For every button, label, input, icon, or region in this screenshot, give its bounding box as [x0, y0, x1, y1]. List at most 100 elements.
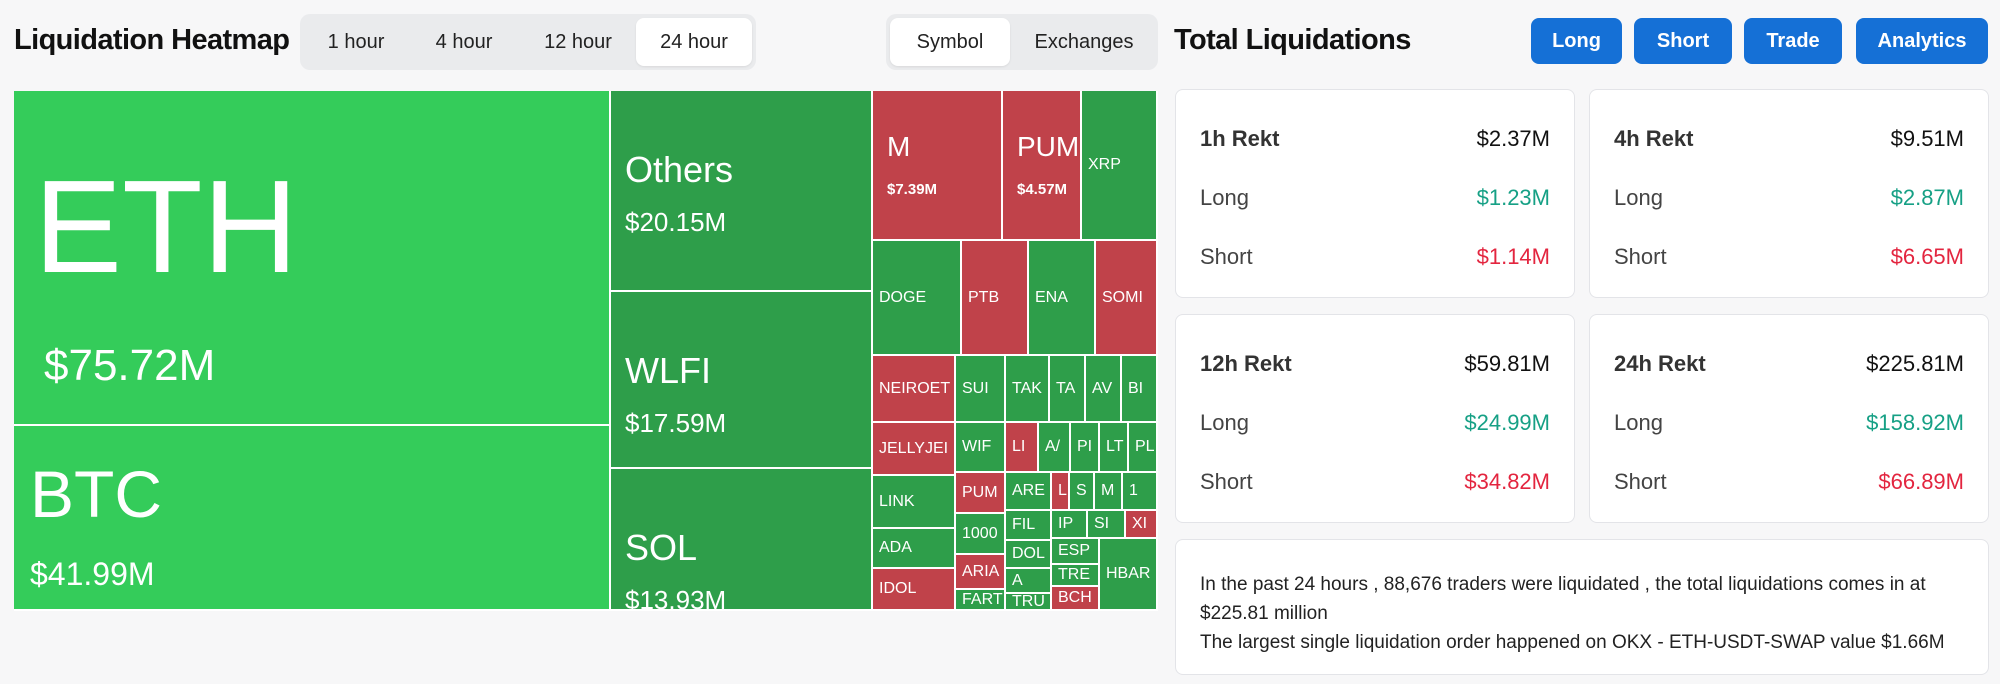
- trade-button[interactable]: Trade: [1744, 18, 1842, 64]
- treemap-tile-somi[interactable]: SOMI: [1096, 241, 1158, 356]
- treemap-tile-tak[interactable]: TAK: [1006, 356, 1050, 423]
- tab-12-hour[interactable]: 12 hour: [544, 30, 612, 53]
- treemap-tile-jellyjei[interactable]: JELLYJEI: [873, 423, 956, 476]
- stat-title: 24h Rekt: [1614, 351, 1706, 376]
- view-tabs: Symbol Exchanges: [886, 14, 1158, 70]
- treemap-tile-bi[interactable]: BI: [1122, 356, 1158, 423]
- treemap-tile-ip[interactable]: IP: [1052, 511, 1088, 539]
- tile-symbol: PI: [1077, 438, 1093, 455]
- tile-value: $13.93M: [625, 585, 727, 611]
- tile-symbol: WIF: [962, 438, 992, 455]
- short-label: Short: [1614, 469, 1667, 494]
- tab-exchanges[interactable]: Exchanges: [1034, 30, 1134, 53]
- tab-1-hour[interactable]: 1 hour: [327, 30, 385, 53]
- tile-value: $17.59M: [625, 408, 727, 438]
- treemap-tile-ptb[interactable]: PTB: [962, 241, 1029, 356]
- tab-24-hour[interactable]: 24 hour: [636, 18, 752, 66]
- tile-value: $4.57M: [1017, 181, 1068, 198]
- short-value: $6.65M: [1890, 244, 1964, 269]
- short-value: $34.82M: [1464, 469, 1550, 494]
- treemap-tile-doge[interactable]: DOGE: [873, 241, 962, 356]
- tile-symbol: DOGE: [879, 288, 927, 306]
- stat-card-1h: 1h Rekt $2.37M Long $1.23M Short $1.14M: [1175, 89, 1575, 298]
- tile-symbol: WLFI: [625, 350, 711, 391]
- treemap-tile-aria[interactable]: ARIA: [956, 555, 1006, 590]
- tile-symbol: S: [1076, 482, 1087, 499]
- tile-value: $7.39M: [887, 181, 938, 198]
- treemap-tile-1[interactable]: 1: [1123, 473, 1158, 511]
- treemap-tile-fil[interactable]: FIL: [1006, 511, 1052, 541]
- tile-symbol: 1: [1129, 482, 1138, 499]
- treemap-tile-a[interactable]: A: [1006, 569, 1052, 594]
- stat-card-24h: 24h Rekt $225.81M Long $158.92M Short $66.8…: [1589, 314, 1989, 523]
- treemap-tile-btc[interactable]: BTC $41.99M: [14, 426, 611, 611]
- treemap-tile-are[interactable]: ARE: [1006, 473, 1052, 511]
- tab-4-hour[interactable]: 4 hour: [435, 30, 493, 53]
- tile-symbol: PUM: [962, 483, 998, 501]
- treemap-tile-1000[interactable]: 1000: [956, 514, 1006, 555]
- treemap-tile-hbar[interactable]: HBAR: [1100, 539, 1158, 611]
- treemap-tile-link[interactable]: LINK: [873, 476, 956, 529]
- tile-symbol: ADA: [879, 539, 912, 556]
- treemap-tile-pi[interactable]: PI: [1071, 423, 1100, 473]
- treemap-tile-dol[interactable]: DOL: [1006, 541, 1052, 569]
- treemap-tile-av[interactable]: AV: [1086, 356, 1122, 423]
- tile-symbol: M: [887, 131, 911, 162]
- treemap-tile-idol[interactable]: IDOL: [873, 569, 956, 611]
- treemap-tile-eth[interactable]: ETH $75.72M: [14, 91, 611, 426]
- tile-symbol: TAK: [1012, 379, 1042, 397]
- treemap-tile-li[interactable]: LI: [1006, 423, 1039, 473]
- treemap-tile-sui[interactable]: SUI: [956, 356, 1006, 423]
- treemap-tile-l[interactable]: L: [1052, 473, 1070, 511]
- treemap-tile-pum[interactable]: PUM $4.57M: [1003, 91, 1082, 241]
- treemap-tile-pum[interactable]: PUM: [956, 473, 1006, 514]
- treemap-tile-xi[interactable]: XI: [1126, 511, 1158, 539]
- long-value: $158.92M: [1866, 410, 1964, 435]
- treemap-tile-esp[interactable]: ESP: [1052, 539, 1100, 565]
- long-label: Long: [1200, 410, 1249, 435]
- treemap-tile-s[interactable]: S: [1070, 473, 1095, 511]
- treemap-tile-others[interactable]: Others $20.15M: [611, 91, 873, 292]
- treemap-tile-neiroet[interactable]: NEIROET: [873, 356, 956, 423]
- treemap-tile-tre[interactable]: TRE: [1052, 565, 1100, 587]
- short-label: Short: [1200, 244, 1253, 269]
- tile-symbol: DOL: [1012, 545, 1045, 562]
- tile-symbol: BCH: [1058, 589, 1092, 606]
- tile-symbol: BTC: [30, 457, 162, 531]
- treemap-tile-si[interactable]: SI: [1088, 511, 1126, 539]
- tile-symbol: ARE: [1012, 482, 1045, 499]
- treemap-tile-a[interactable]: A/: [1039, 423, 1071, 473]
- treemap-tile-sol[interactable]: SOL $13.93M: [611, 469, 873, 611]
- tile-symbol: JELLYJEI: [879, 439, 949, 457]
- treemap-tile-tru[interactable]: TRU: [1006, 594, 1052, 611]
- tile-symbol: ARIA: [962, 562, 1000, 580]
- treemap-tile-ta[interactable]: TA: [1050, 356, 1086, 423]
- treemap-tile-ena[interactable]: ENA: [1029, 241, 1096, 356]
- analytics-button[interactable]: Analytics: [1856, 18, 1988, 64]
- total-liquidations-title: Total Liquidations: [1174, 24, 1411, 56]
- tile-symbol: LI: [1012, 438, 1026, 455]
- tile-symbol: SUI: [962, 379, 989, 397]
- time-range-tabs: 1 hour 4 hour 12 hour 24 hour: [300, 14, 756, 70]
- tile-symbol: PUM: [1017, 131, 1080, 162]
- treemap-tile-wif[interactable]: WIF: [956, 423, 1006, 473]
- short-button[interactable]: Short: [1634, 18, 1732, 64]
- treemap-tile-wlfi[interactable]: WLFI $17.59M: [611, 292, 873, 469]
- treemap-tile-bch[interactable]: BCH: [1052, 587, 1100, 611]
- treemap-tile-m[interactable]: M $7.39M: [873, 91, 1003, 241]
- tile-symbol: A: [1012, 571, 1023, 589]
- treemap-tile-lt[interactable]: LT: [1100, 423, 1129, 473]
- tab-symbol[interactable]: Symbol: [890, 18, 1010, 66]
- treemap-tile-fart[interactable]: FART: [956, 590, 1006, 611]
- tile-symbol: BI: [1128, 379, 1144, 397]
- long-button[interactable]: Long: [1531, 18, 1622, 64]
- treemap-tile-ada[interactable]: ADA: [873, 529, 956, 569]
- heatmap-title: Liquidation Heatmap: [14, 24, 290, 56]
- treemap-tile-xrp[interactable]: XRP: [1082, 91, 1158, 241]
- tile-symbol: SOL: [625, 527, 698, 568]
- treemap-tile-pl[interactable]: PL: [1129, 423, 1158, 473]
- tile-symbol: IDOL: [879, 580, 917, 597]
- tile-symbol: Others: [625, 149, 734, 190]
- treemap-tile-m[interactable]: M: [1095, 473, 1123, 511]
- tile-value: $75.72M: [44, 341, 216, 390]
